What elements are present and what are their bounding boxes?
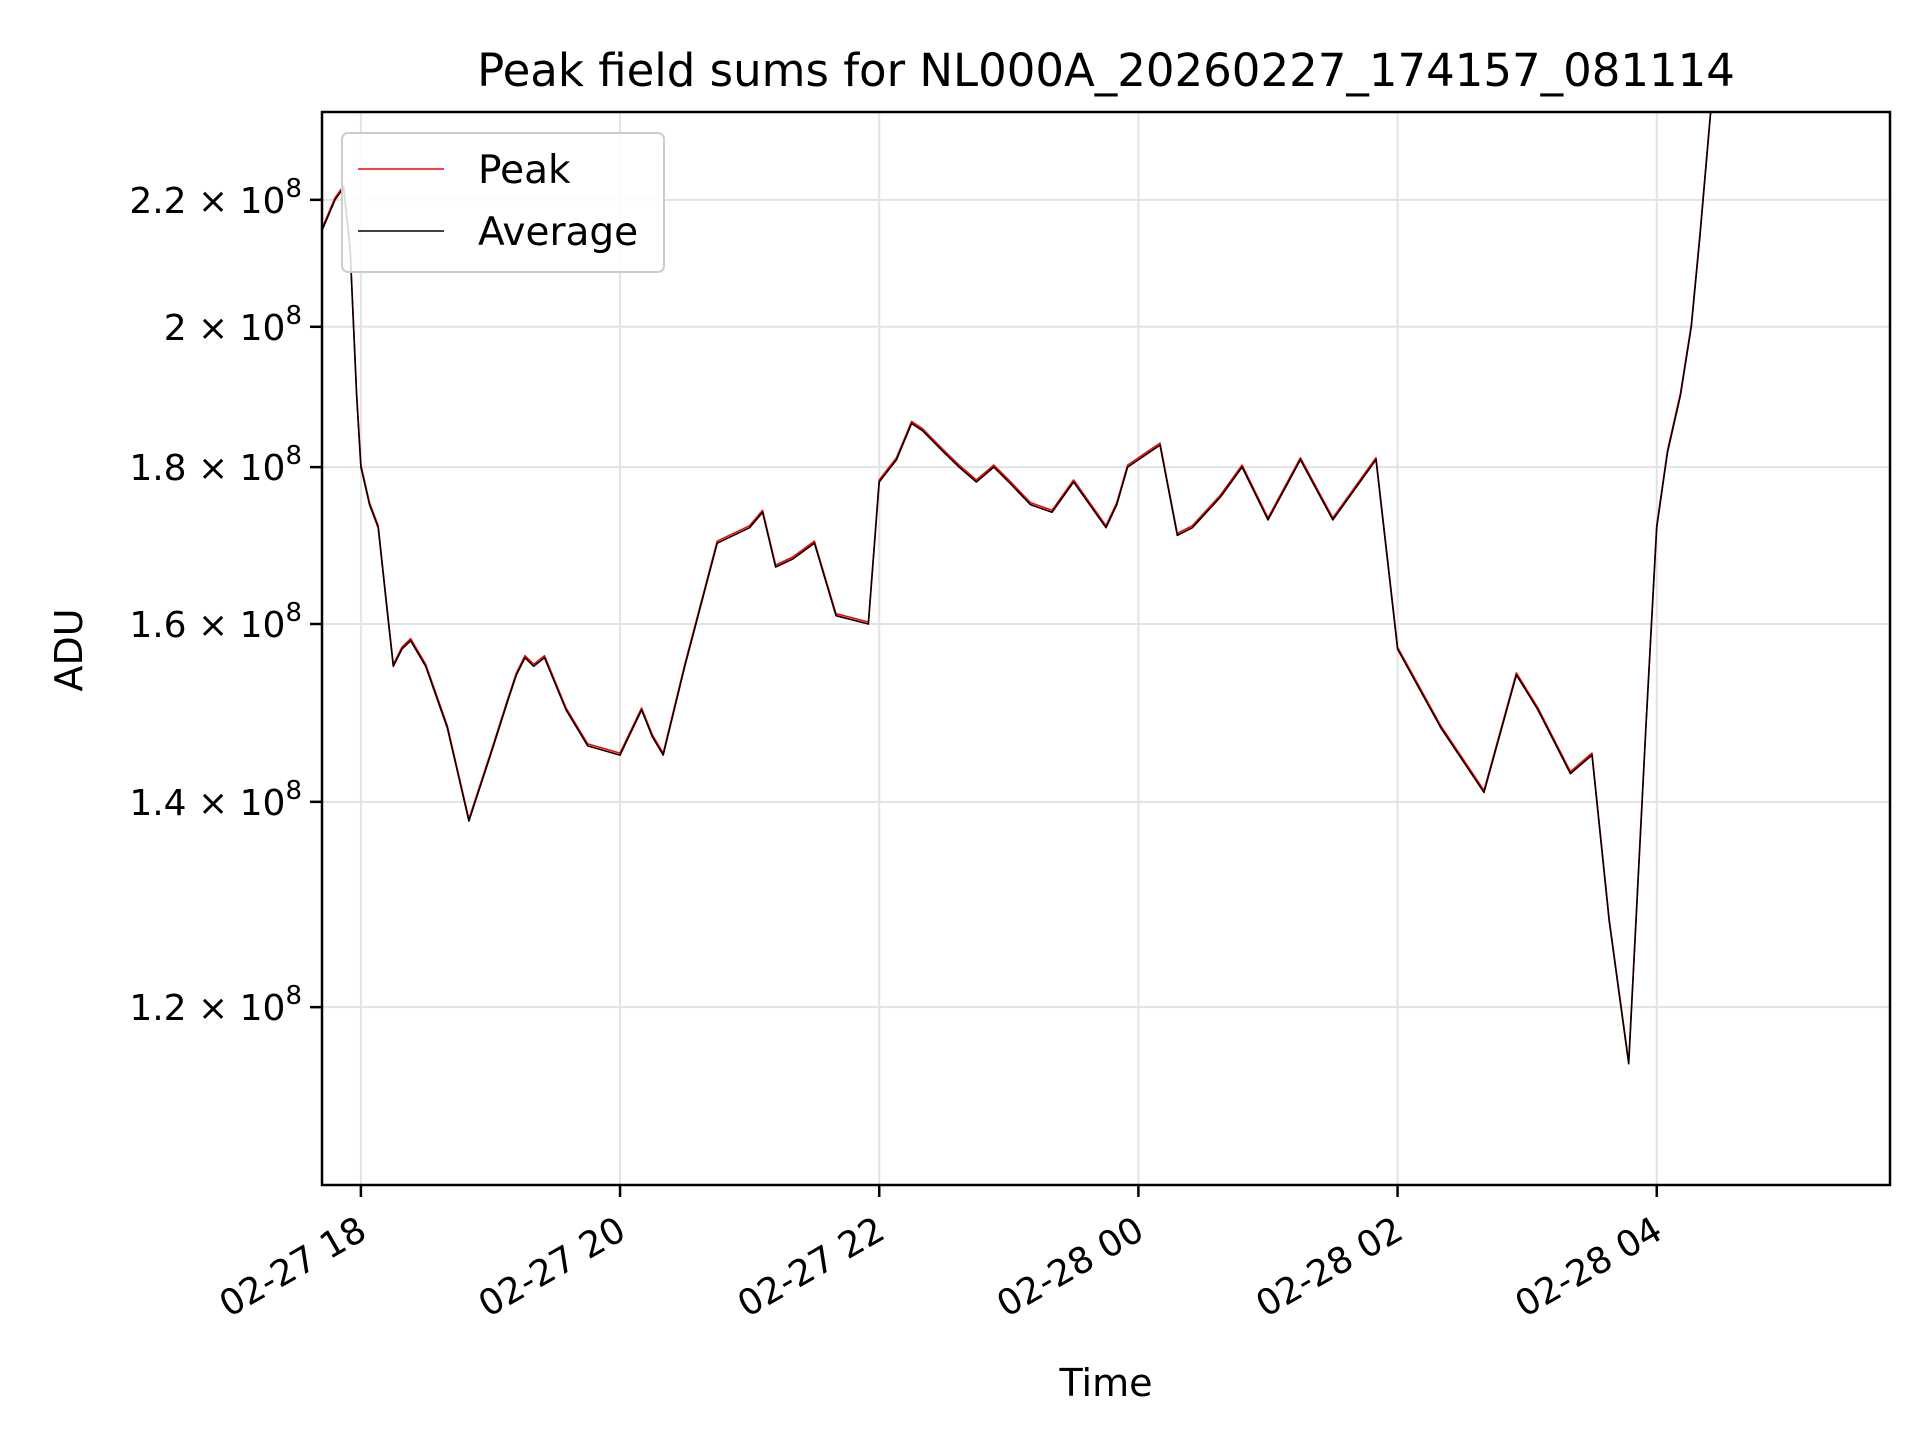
y-axis-label: ADU [47, 608, 91, 691]
plot-frame [320, 110, 1892, 1187]
grid [322, 112, 1890, 1185]
legend: Peak Average [341, 132, 665, 273]
y-tick-label: 2.2 × 108 [129, 174, 302, 222]
y-axis: 1.2 × 108 1.4 × 108 1.6 × 108 1.8 × 108 2 × … [129, 174, 322, 1029]
chart-title: Peak field sums for NL000A_20260227_1741… [477, 44, 1735, 97]
y-tick-label: 1.6 × 108 [129, 598, 302, 646]
series-layer [322, 112, 1890, 1065]
legend-box [341, 132, 665, 273]
y-tick-label: 2 × 108 [164, 301, 302, 349]
y-tick-label: 1.2 × 108 [129, 981, 302, 1029]
y-tick-label: 1.8 × 108 [129, 441, 302, 489]
series-average-line [322, 112, 1890, 1065]
legend-peak-label: Peak [478, 148, 571, 193]
y-tick-label: 1.4 × 108 [129, 776, 302, 824]
legend-average-label: Average [478, 210, 638, 255]
x-axis-label: Time [1059, 1361, 1153, 1405]
